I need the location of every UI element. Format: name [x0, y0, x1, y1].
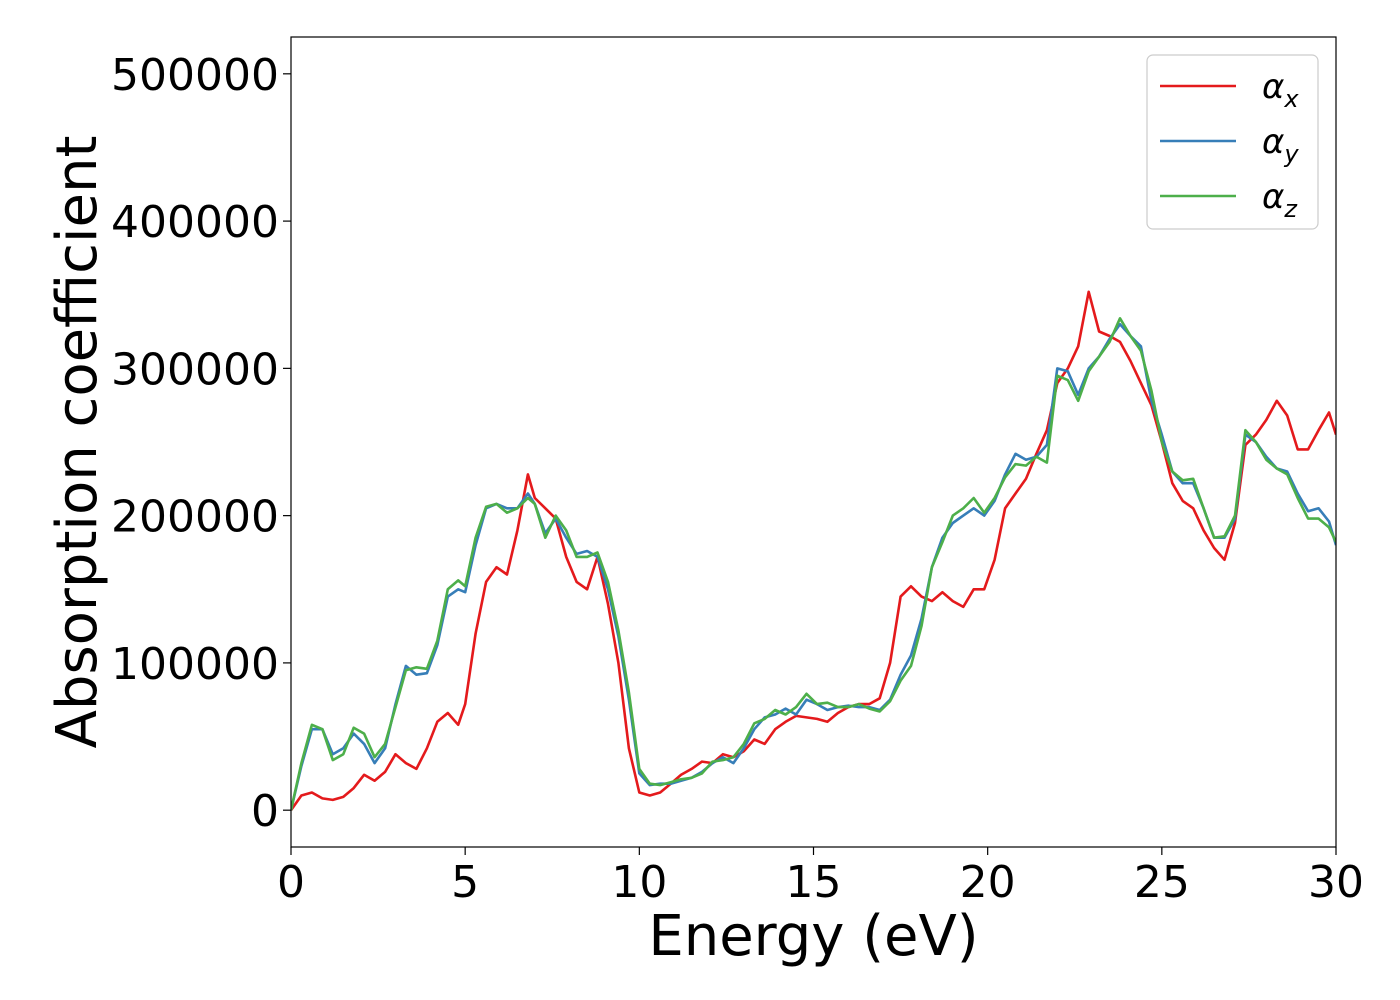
series-line-x: [291, 290, 1336, 811]
y-tick-label: 500000: [111, 50, 279, 101]
series-line-y: [291, 322, 1336, 811]
x-tick-label: 5: [451, 857, 479, 908]
series-line-z: [291, 317, 1336, 811]
x-axis-label: Energy (eV): [648, 904, 978, 969]
y-tick-label: 200000: [111, 492, 279, 543]
y-axis: 0 100000 200000 300000 400000 500000: [111, 50, 291, 837]
x-tick-label: 10: [611, 857, 667, 908]
legend-symbol: α: [1262, 177, 1284, 217]
series-layer: [291, 290, 1336, 811]
legend-label-y: αy: [1262, 122, 1299, 168]
x-tick-label: 20: [960, 857, 1016, 908]
x-tick-label: 0: [277, 857, 305, 908]
y-tick-label: 100000: [111, 639, 279, 690]
y-axis-label: Absorption coefficient: [45, 136, 110, 749]
legend-subscript: y: [1283, 140, 1299, 168]
legend-symbol: α: [1262, 67, 1284, 107]
y-tick-label: 0: [251, 786, 279, 837]
legend-label-z: αz: [1262, 177, 1298, 223]
x-axis: 0 5 10 15 20 25 30: [277, 847, 1364, 908]
legend-subscript: x: [1283, 85, 1299, 113]
y-tick-label: 400000: [111, 197, 279, 248]
x-tick-label: 15: [786, 857, 842, 908]
legend-label-x: αx: [1262, 67, 1299, 113]
x-tick-label: 30: [1308, 857, 1364, 908]
y-tick-label: 300000: [111, 344, 279, 395]
legend-subscript: z: [1283, 195, 1298, 223]
legend-symbol: α: [1262, 122, 1284, 162]
x-tick-label: 25: [1134, 857, 1190, 908]
